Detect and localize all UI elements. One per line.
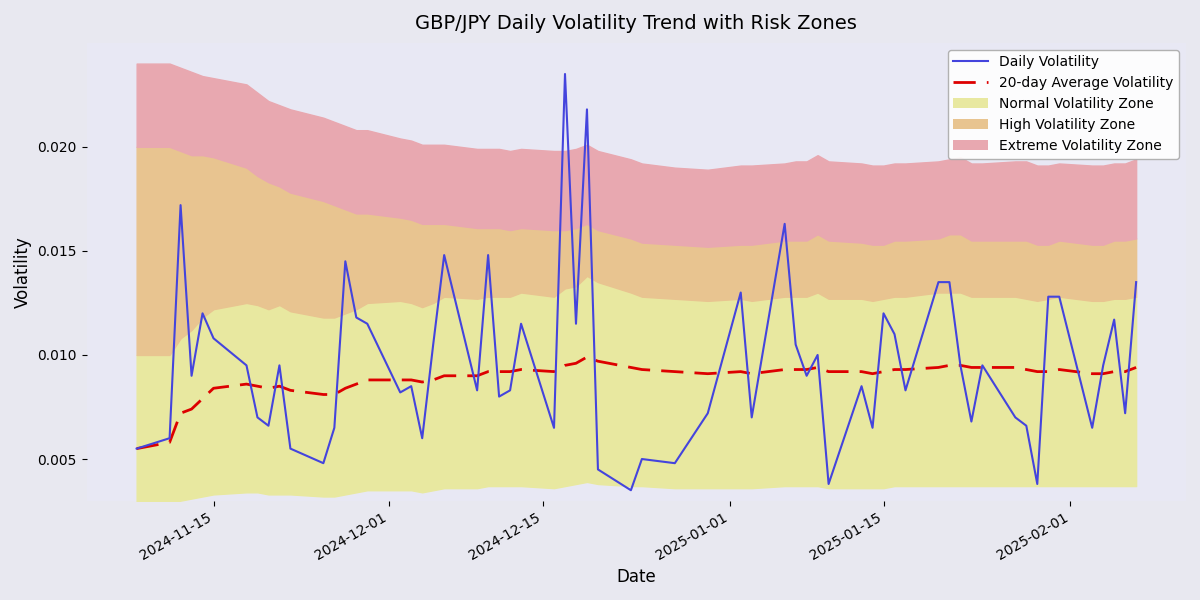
Title: GBP/JPY Daily Volatility Trend with Risk Zones: GBP/JPY Daily Volatility Trend with Risk… <box>415 14 857 33</box>
Y-axis label: Volatility: Volatility <box>14 236 32 308</box>
X-axis label: Date: Date <box>617 568 656 586</box>
Legend: Daily Volatility, 20-day Average Volatility, Normal Volatility Zone, High Volati: Daily Volatility, 20-day Average Volatil… <box>948 50 1180 158</box>
